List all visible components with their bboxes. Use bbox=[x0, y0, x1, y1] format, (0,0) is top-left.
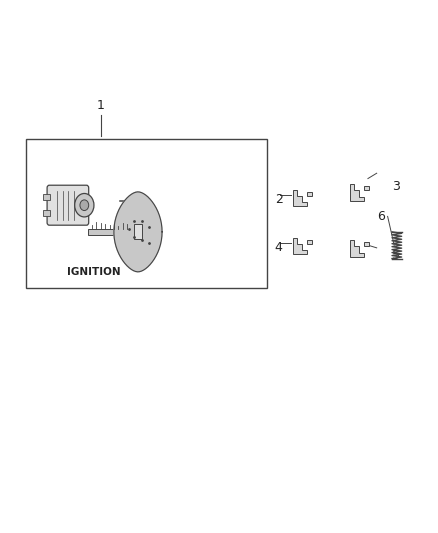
FancyBboxPatch shape bbox=[47, 185, 88, 225]
Circle shape bbox=[80, 200, 88, 211]
Circle shape bbox=[133, 195, 150, 216]
Polygon shape bbox=[293, 238, 307, 254]
Polygon shape bbox=[364, 243, 369, 246]
Polygon shape bbox=[307, 192, 312, 196]
Text: 3: 3 bbox=[392, 180, 400, 193]
Polygon shape bbox=[114, 192, 162, 272]
Bar bbox=[134, 224, 142, 239]
Text: 1: 1 bbox=[97, 99, 105, 112]
Polygon shape bbox=[88, 229, 136, 235]
Circle shape bbox=[74, 193, 94, 217]
Polygon shape bbox=[307, 240, 312, 244]
Bar bbox=[42, 210, 49, 216]
Bar bbox=[42, 194, 49, 200]
Polygon shape bbox=[364, 187, 369, 190]
Text: 4: 4 bbox=[275, 241, 283, 254]
Polygon shape bbox=[293, 190, 307, 206]
Text: 6: 6 bbox=[378, 210, 385, 223]
Text: 2: 2 bbox=[275, 193, 283, 206]
Polygon shape bbox=[350, 184, 364, 200]
Polygon shape bbox=[350, 240, 364, 256]
Text: 5: 5 bbox=[392, 249, 400, 262]
Text: IGNITION: IGNITION bbox=[67, 267, 121, 277]
Bar bbox=[26, 139, 267, 288]
